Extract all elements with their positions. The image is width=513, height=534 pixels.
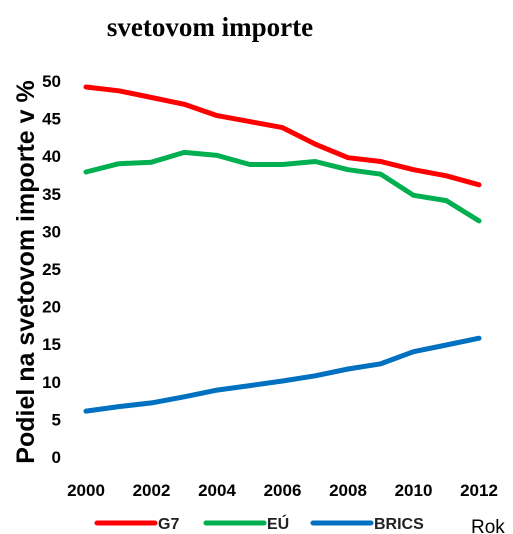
x-tick-label: 2008 <box>329 481 367 500</box>
y-tick-label: 50 <box>42 72 61 91</box>
y-tick-label: 35 <box>42 185 61 204</box>
series-line-brics <box>83 335 482 414</box>
x-axis-label: Rok <box>471 517 505 534</box>
x-tick-label: 2002 <box>133 481 171 500</box>
series-line-g7 <box>83 84 482 188</box>
y-tick-label: 5 <box>52 410 61 429</box>
y-tick-label: 20 <box>42 298 61 317</box>
y-tick-label: 15 <box>42 335 61 354</box>
legend-label: G7 <box>158 516 179 533</box>
x-tick-label: 2000 <box>67 481 105 500</box>
x-axis-ticks: 2000 2002 2004 2006 2008 2010 2012 <box>67 481 498 500</box>
y-tick-label: 45 <box>42 110 61 129</box>
legend: G7 EÚ BRICS <box>94 514 424 533</box>
x-tick-label: 2006 <box>264 481 302 500</box>
chart-title: svetovom importe <box>107 12 313 42</box>
legend-label: EÚ <box>267 514 289 533</box>
x-tick-label: 2012 <box>460 481 498 500</box>
y-tick-label: 30 <box>42 222 61 241</box>
y-tick-label: 10 <box>42 373 61 392</box>
legend-label: BRICS <box>374 516 424 533</box>
x-tick-label: 2010 <box>395 481 433 500</box>
y-tick-label: 40 <box>42 147 61 166</box>
y-axis-label: Podiel na svetovom importe v % <box>12 80 40 463</box>
y-axis-ticks: 0 5 10 15 20 25 30 35 40 45 50 <box>42 72 61 467</box>
series-line-eú <box>83 149 482 224</box>
x-tick-label: 2004 <box>198 481 236 500</box>
y-tick-label: 0 <box>52 448 61 467</box>
y-tick-label: 25 <box>42 260 61 279</box>
series-lines <box>83 84 482 414</box>
